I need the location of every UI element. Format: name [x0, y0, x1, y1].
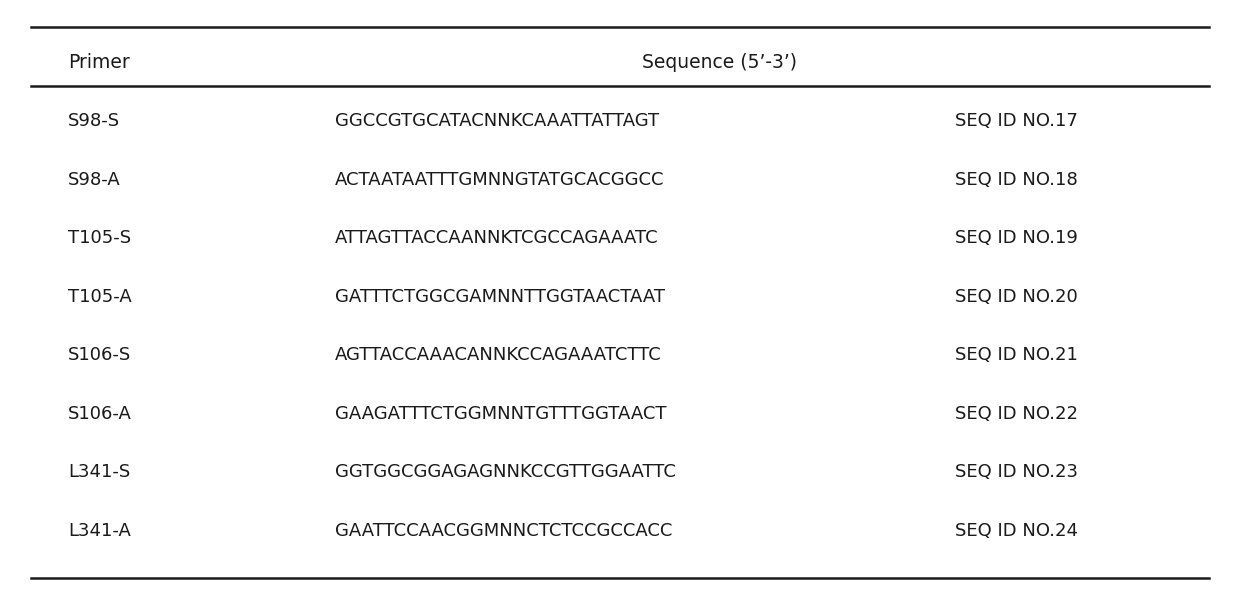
Text: S106-A: S106-A — [68, 405, 133, 423]
Text: AGTTACCAAACANNKCCAGAAATCTTC: AGTTACCAAACANNKCCAGAAATCTTC — [335, 346, 662, 364]
Text: SEQ ID NO.18: SEQ ID NO.18 — [955, 171, 1078, 189]
Text: GGTGGCGGAGAGNNKCCGTTGGAATTC: GGTGGCGGAGAGNNKCCGTTGGAATTC — [335, 463, 676, 481]
Text: S98-A: S98-A — [68, 171, 122, 189]
Text: ATTAGTTACCAANNKTCGCCAGAAATC: ATTAGTTACCAANNKTCGCCAGAAATC — [335, 229, 658, 247]
Text: T105-A: T105-A — [68, 288, 131, 306]
Text: SEQ ID NO.21: SEQ ID NO.21 — [955, 346, 1078, 364]
Text: SEQ ID NO.22: SEQ ID NO.22 — [955, 405, 1078, 423]
Text: S98-S: S98-S — [68, 112, 120, 130]
Text: ACTAATAATTTGMNNGTATGCACGGCC: ACTAATAATTTGMNNGTATGCACGGCC — [335, 171, 665, 189]
Text: SEQ ID NO.17: SEQ ID NO.17 — [955, 112, 1078, 130]
Text: SEQ ID NO.19: SEQ ID NO.19 — [955, 229, 1078, 247]
Text: Primer: Primer — [68, 53, 130, 72]
Text: L341-S: L341-S — [68, 463, 130, 481]
Text: L341-A: L341-A — [68, 522, 131, 540]
Text: GAATTCCAACGGMNNCTCTCCGCCACC: GAATTCCAACGGMNNCTCTCCGCCACC — [335, 522, 672, 540]
Text: GATTTCTGGCGAMNNTTGGTAACTAAT: GATTTCTGGCGAMNNTTGGTAACTAAT — [335, 288, 665, 306]
Text: GAAGATTTCTGGMNNTGTTTGGTAACT: GAAGATTTCTGGMNNTGTTTGGTAACT — [335, 405, 666, 423]
Text: S106-S: S106-S — [68, 346, 131, 364]
Text: SEQ ID NO.24: SEQ ID NO.24 — [955, 522, 1078, 540]
Text: SEQ ID NO.20: SEQ ID NO.20 — [955, 288, 1078, 306]
Text: T105-S: T105-S — [68, 229, 131, 247]
Text: GGCCGTGCATACNNKCAAATTATTAGT: GGCCGTGCATACNNKCAAATTATTAGT — [335, 112, 658, 130]
Text: SEQ ID NO.23: SEQ ID NO.23 — [955, 463, 1078, 481]
Text: Sequence (5’-3’): Sequence (5’-3’) — [642, 53, 797, 72]
